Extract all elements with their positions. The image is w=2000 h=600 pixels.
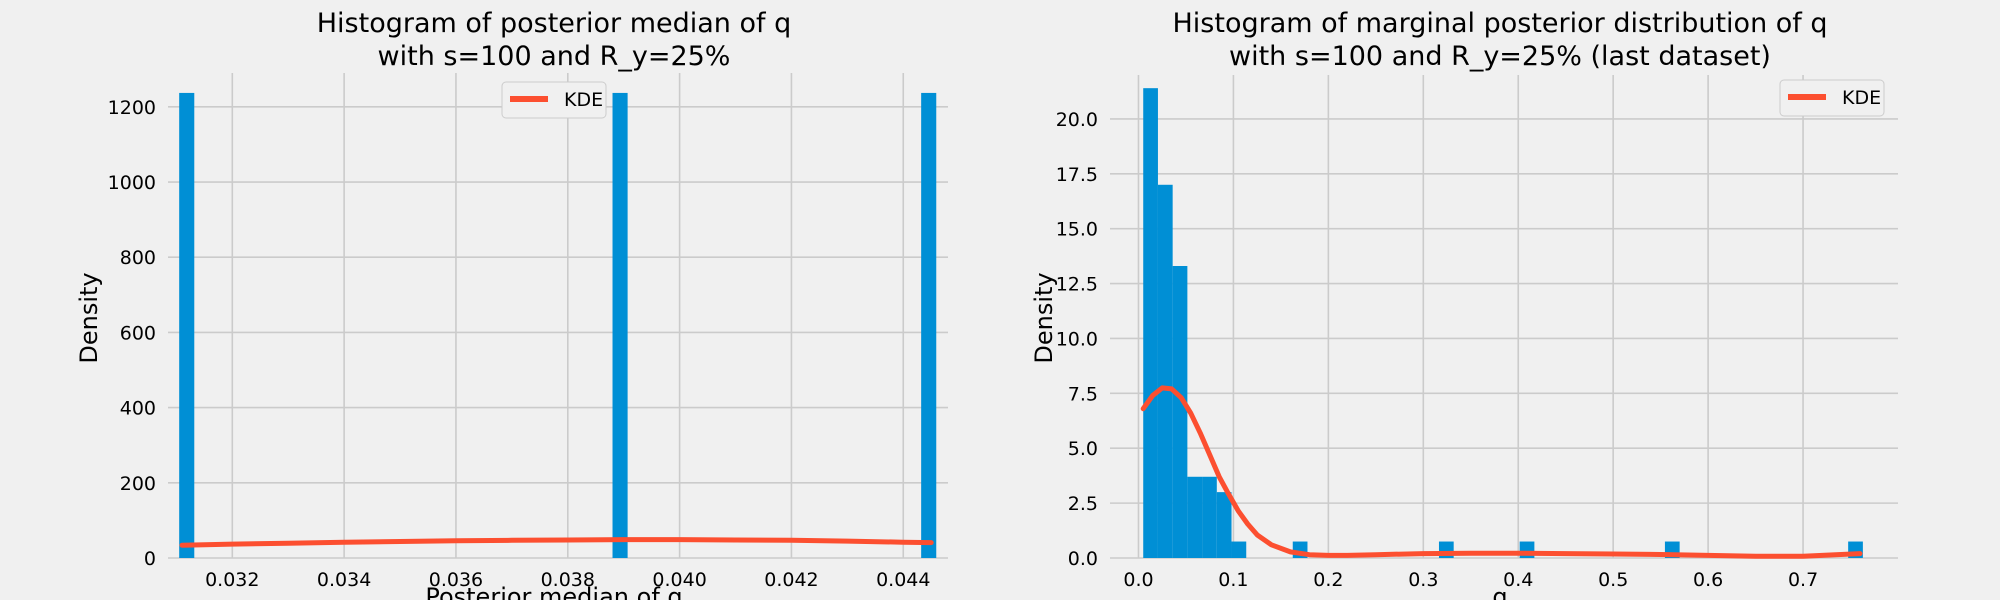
- chart-left-xtick-label: 0.038: [541, 569, 595, 591]
- chart-right-xticks: 0.0 0.1 0.2 0.3 0.4 0.5 0.6 0.7: [1123, 569, 1818, 591]
- chart-left-xtick-label: 0.044: [876, 569, 930, 591]
- chart-right-xtick-label: 0.3: [1408, 569, 1438, 591]
- chart-right-ylabel: Density: [1030, 272, 1058, 363]
- chart-right-grid: [1110, 75, 1898, 559]
- chart-left-yticks: 0 200 400 600 800 1000 1200: [108, 97, 156, 570]
- chart-left-xticks: 0.032 0.034 0.036 0.038 0.040 0.042 0.044: [205, 569, 930, 591]
- chart-right-ytick-label: 15.0: [1056, 219, 1098, 241]
- chart-right-ytick-label: 10.0: [1056, 328, 1098, 350]
- chart-right-bar: [1143, 88, 1158, 558]
- chart-left-bar: [179, 92, 195, 558]
- chart-right-ytick-label: 5.0: [1068, 438, 1098, 460]
- chart-right-xtick-label: 0.6: [1693, 569, 1723, 591]
- chart-right-ytick-label: 17.5: [1056, 164, 1098, 186]
- chart-right-kde: [1140, 385, 1863, 559]
- chart-left-ytick-label: 400: [120, 398, 156, 420]
- chart-left-xlabel: Posterior median of q: [425, 583, 682, 600]
- chart-right-ytick-label: 12.5: [1056, 274, 1098, 296]
- chart-right-bar: [1202, 476, 1217, 558]
- chart-left-bar: [921, 92, 937, 558]
- chart-right-kde-line: [1140, 385, 1863, 559]
- chart-left-legend: KDE: [501, 81, 607, 119]
- chart-right-xtick-label: 0.1: [1218, 569, 1248, 591]
- chart-right-bar: [1216, 492, 1232, 558]
- chart-right-xtick-label: 0.7: [1788, 569, 1818, 591]
- chart-left-ytick-label: 1200: [108, 97, 156, 119]
- chart-left-grid: [168, 73, 948, 559]
- chart-left-kde-line: [179, 537, 934, 548]
- chart-left-kde: [179, 537, 934, 548]
- chart-right-legend-box: [1779, 79, 1885, 117]
- chart-right-xtick-label: 0.2: [1313, 569, 1343, 591]
- chart-right: Histogram of marginal posterior distribu…: [1030, 8, 1898, 600]
- chart-left-ytick-label: 200: [120, 473, 156, 495]
- chart-left-legend-box: [501, 81, 607, 119]
- chart-right-ytick-label: 0.0: [1068, 548, 1098, 570]
- chart-right-xtick-label: 0.0: [1123, 569, 1153, 591]
- chart-right-bar: [1187, 476, 1203, 558]
- chart-left-ytick-label: 0: [144, 548, 156, 570]
- chart-left-bar: [612, 92, 628, 558]
- chart-right-title-line1: Histogram of marginal posterior distribu…: [1172, 8, 1827, 39]
- chart-left-ylabel: Density: [75, 272, 103, 363]
- chart-left-xtick-label: 0.036: [429, 569, 483, 591]
- chart-right-legend-label: KDE: [1842, 87, 1881, 109]
- chart-left-xtick-label: 0.034: [317, 569, 371, 591]
- chart-left-ytick-label: 600: [120, 322, 156, 344]
- chart-left-bars: [179, 92, 937, 558]
- chart-right-yticks: 0.0 2.5 5.0 7.5 10.0 12.5 15.0 17.5 20.0: [1056, 109, 1098, 570]
- chart-right-bar: [1172, 266, 1188, 558]
- chart-right-ytick-label: 2.5: [1068, 493, 1098, 515]
- chart-left-ytick-label: 800: [120, 247, 156, 269]
- chart-right-bar: [1157, 184, 1173, 559]
- chart-right-ytick-label: 7.5: [1068, 383, 1098, 405]
- chart-right-bar: [1231, 541, 1247, 558]
- chart-right-xlabel: q: [1492, 583, 1507, 600]
- chart-right-ytick-label: 20.0: [1056, 109, 1098, 131]
- chart-right-bars: [1143, 88, 1863, 559]
- chart-left-xtick-label: 0.032: [205, 569, 259, 591]
- chart-left-title-line2: with s=100 and R_y=25%: [378, 41, 731, 72]
- chart-left: Histogram of posterior median of q with …: [75, 8, 948, 600]
- chart-left-xtick-label: 0.042: [764, 569, 818, 591]
- chart-right-legend: KDE: [1779, 79, 1885, 117]
- chart-left-title-line1: Histogram of posterior median of q: [317, 8, 792, 39]
- chart-left-legend-label: KDE: [564, 89, 603, 111]
- chart-left-xtick-label: 0.040: [652, 569, 706, 591]
- chart-left-ytick-label: 1000: [108, 172, 156, 194]
- chart-right-title-line2: with s=100 and R_y=25% (last dataset): [1229, 41, 1771, 72]
- chart-right-xtick-label: 0.4: [1503, 569, 1533, 591]
- chart-right-xtick-label: 0.5: [1598, 569, 1628, 591]
